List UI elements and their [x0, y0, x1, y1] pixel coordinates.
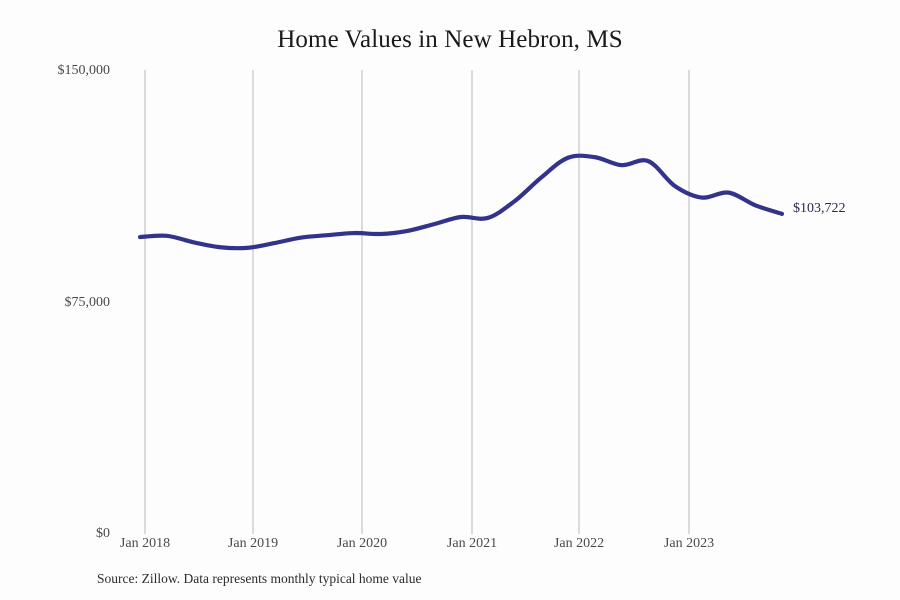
y-axis-tick-75000: $75,000: [64, 295, 111, 310]
home-value-line-series: [137, 153, 785, 251]
x-axis-tick-jan-2020: Jan 2020: [336, 536, 388, 551]
x-axis-tick-jan-2023: Jan 2023: [663, 536, 715, 551]
end-value-annotation: $103,722: [793, 201, 846, 216]
page-title: Home Values in New Hebron, MS: [277, 26, 623, 53]
x-axis-tick-jan-2021: Jan 2021: [446, 536, 498, 551]
gridlines: [144, 70, 690, 534]
x-axis-tick-jan-2022: Jan 2022: [553, 536, 605, 551]
source-note: Source: Zillow. Data represents monthly …: [97, 571, 422, 586]
y-axis-tick-0: $0: [96, 526, 110, 541]
y-axis-tick-150000: $150,000: [57, 63, 111, 78]
x-axis-tick-jan-2018: Jan 2018: [119, 536, 171, 551]
x-axis-tick-jan-2019: Jan 2019: [227, 536, 279, 551]
